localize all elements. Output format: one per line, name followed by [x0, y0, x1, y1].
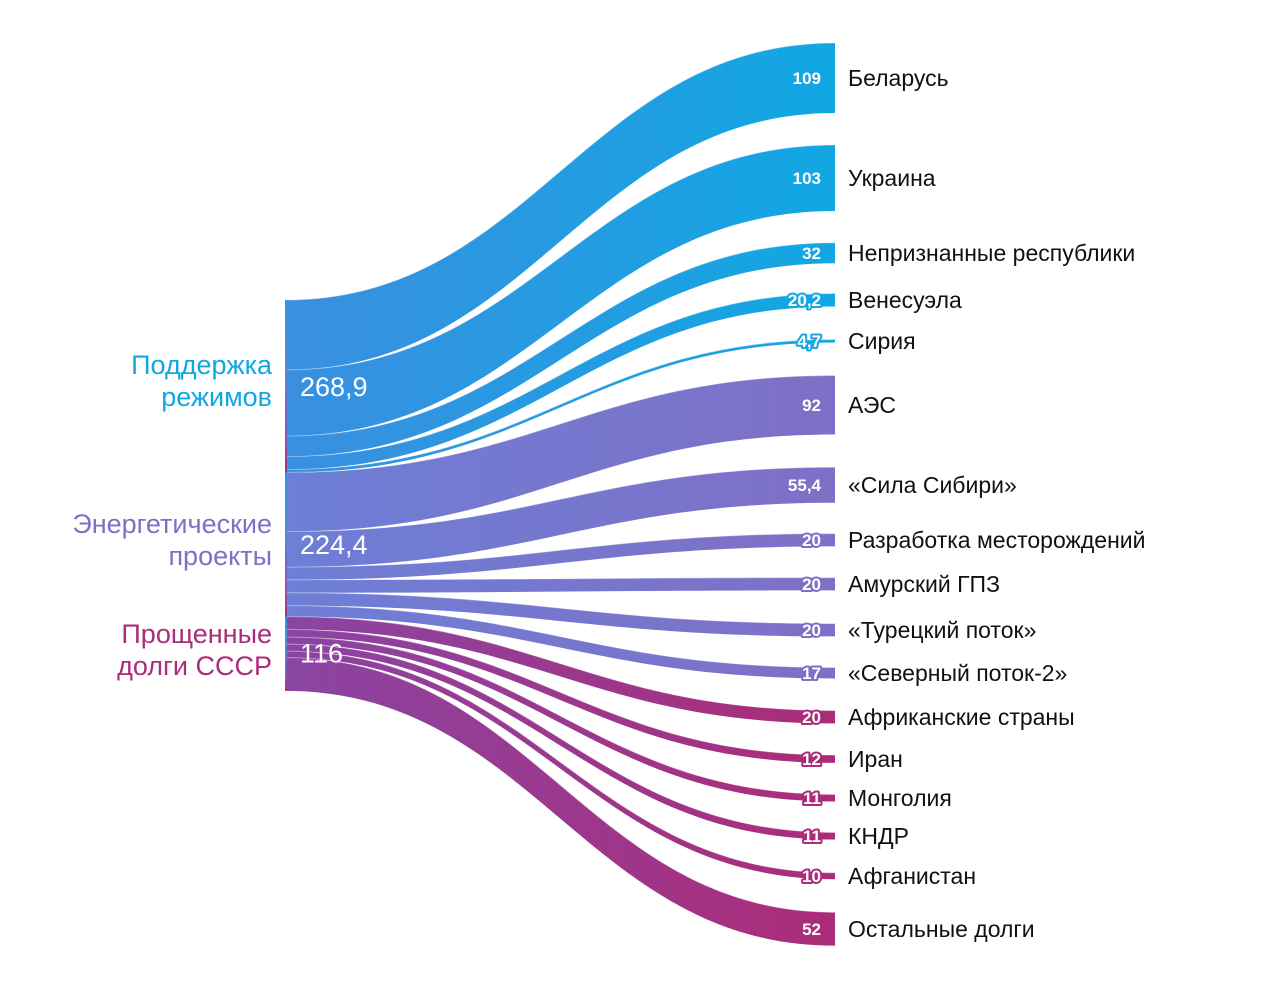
flow-value-label: 55,4	[788, 476, 822, 495]
flow-монголия	[285, 637, 835, 802]
target-label-амурский-гпз: Амурский ГПЗ	[848, 571, 1000, 597]
flow-афганистан	[285, 651, 835, 880]
flow-непризнанные-республики	[285, 242, 835, 457]
source-total-2: 116	[300, 639, 343, 669]
flow-value-label: 20	[802, 575, 821, 594]
flow-value-label: 92	[802, 396, 821, 415]
target-label-остальные-долги: Остальные долги	[848, 916, 1035, 942]
flow-separator	[284, 242, 836, 437]
source-total-1: 224,4	[300, 530, 368, 560]
flow-separator	[284, 657, 836, 913]
flow-украина	[285, 144, 835, 437]
source-node-1	[285, 472, 287, 617]
source-node-2	[285, 616, 287, 691]
source-name-0: Поддержка режимов	[131, 350, 273, 412]
source-name-1: Энергетические проекты	[72, 509, 272, 571]
flow-separator	[284, 628, 836, 756]
flow-separator	[284, 42, 836, 301]
target-label-афганистан: Афганистан	[848, 863, 976, 889]
flow-separator	[284, 533, 836, 568]
flow-остальные-долги	[285, 657, 835, 946]
flow-separator	[284, 592, 836, 625]
target-label-сила-сибири: «Сила Сибири»	[848, 472, 1017, 498]
target-label-турецкий-поток: «Турецкий поток»	[848, 617, 1036, 643]
source-total-0: 268,9	[300, 372, 368, 402]
flow-separator	[284, 338, 836, 471]
flow-беларусь	[285, 43, 835, 370]
flows-layer	[284, 42, 836, 946]
flow-separator	[284, 466, 836, 533]
flow-сирия	[285, 339, 835, 473]
target-label-украина: Украина	[848, 165, 936, 191]
target-label-беларусь: Беларусь	[848, 65, 949, 91]
flow-value-label: 109	[793, 69, 821, 88]
flow-амурский-гпз	[285, 577, 835, 593]
target-label-монголия: Монголия	[848, 785, 952, 811]
source-nodes	[285, 300, 287, 691]
target-label-венесуэла: Венесуэла	[848, 287, 962, 313]
flow-value-label: 10	[802, 867, 821, 886]
flow-сила-сибири	[285, 467, 835, 568]
target-label-северный-поток-2: «Северный поток-2»	[848, 660, 1067, 686]
target-label-аэс: АЭС	[848, 392, 896, 418]
flow-value-label: 52	[802, 920, 821, 939]
flow-value-label: 4,7	[797, 332, 821, 351]
target-label-непризнанные-республики: Непризнанные республики	[848, 240, 1135, 266]
flow-value-label: 11	[803, 827, 821, 846]
flow-separator	[284, 293, 836, 458]
target-label-сирия: Сирия	[848, 328, 916, 354]
labels-layer: 109 Беларусь 103 Украина 32 Непризнанные респ…	[72, 65, 1145, 942]
flow-разработка-месторождений	[285, 533, 835, 580]
target-label-кндр: КНДР	[848, 823, 909, 849]
flow-value-label: 17	[802, 664, 821, 683]
flow-value-label: 12	[802, 750, 821, 769]
flow-separator	[284, 650, 836, 874]
flow-separator	[284, 636, 836, 795]
source-name-2: Прощенные долги СССР	[117, 619, 272, 681]
flow-separator	[284, 616, 836, 712]
flow-северный-поток-2	[285, 605, 835, 679]
flow-separator	[284, 144, 836, 371]
target-label-иран: Иран	[848, 746, 903, 772]
flow-африканские-страны	[285, 616, 835, 724]
source-node-0	[285, 300, 287, 473]
flow-value-label: 103	[793, 169, 821, 188]
flow-кндр	[285, 644, 835, 840]
target-label-разработка-месторождений: Разработка месторождений	[848, 527, 1145, 553]
flow-value-label: 20	[802, 531, 821, 550]
flow-турецкий-поток	[285, 592, 835, 637]
target-label-африканские-страны: Африканские страны	[848, 704, 1075, 730]
flow-separator	[284, 577, 836, 581]
flow-value-label: 20,2	[788, 291, 821, 310]
flow-separator	[284, 643, 836, 833]
flow-иран	[285, 629, 835, 763]
flow-separator	[284, 374, 836, 474]
flow-value-label: 11	[803, 789, 821, 808]
flow-венесуэла	[285, 293, 835, 470]
flow-separator	[284, 605, 836, 669]
flow-value-label: 20	[802, 708, 821, 727]
flow-аэс	[285, 375, 835, 532]
flow-value-label: 32	[802, 244, 821, 263]
flow-value-label: 20	[802, 621, 821, 640]
